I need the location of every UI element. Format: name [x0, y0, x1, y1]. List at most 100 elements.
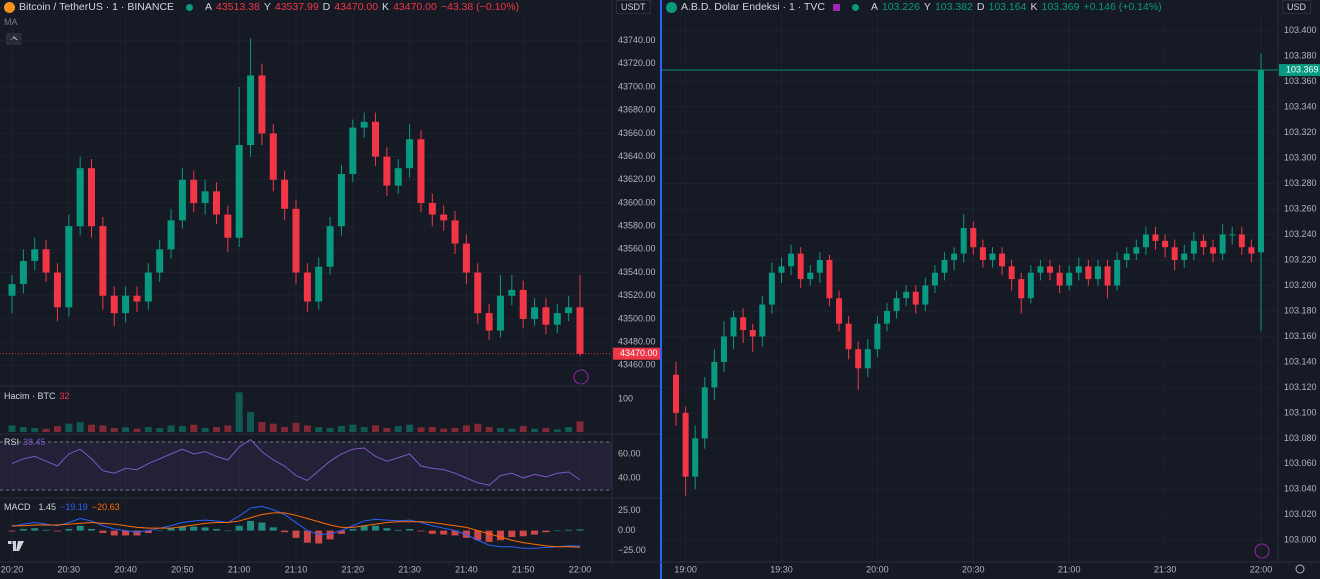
volume-bar — [190, 424, 198, 432]
macd-histogram-bar — [349, 528, 357, 531]
candle-body — [874, 323, 881, 350]
candle-body — [931, 272, 938, 286]
macd-line — [12, 512, 581, 548]
symbol-title[interactable]: A.B.D. Dolar Endeksi · 1 · TVC — [681, 1, 825, 13]
ohlc-key: Y — [923, 1, 931, 13]
candle-body — [110, 295, 118, 314]
volume-bar — [19, 427, 27, 432]
volume-bar — [337, 426, 345, 432]
last-price-tag — [1279, 64, 1320, 77]
status-dot — [186, 3, 194, 11]
volume-bar — [281, 427, 289, 432]
y-tick-label: 43600.00 — [618, 197, 656, 207]
candle-body — [1018, 279, 1025, 299]
collapse-button[interactable] — [6, 33, 22, 45]
ohlc-value: 43470.00 — [393, 1, 437, 13]
y-tick-label: 43520.00 — [618, 290, 656, 300]
y-tick-label: 43460.00 — [618, 360, 656, 370]
ohlc-key: Y — [263, 1, 271, 13]
candle-body — [178, 179, 186, 221]
macd-histogram-bar — [224, 530, 232, 532]
candle-body — [8, 284, 16, 296]
volume-bar — [519, 426, 527, 432]
volume-bar — [122, 427, 130, 432]
volume-bar — [235, 392, 243, 432]
candle-body — [768, 272, 775, 305]
volume-bar — [451, 428, 459, 432]
collapse-icon — [9, 36, 19, 42]
volume-bar — [553, 429, 561, 432]
macd-histogram-bar — [315, 530, 323, 544]
candle-body — [1248, 247, 1255, 254]
y-tick-label: 103.200 — [1284, 280, 1317, 290]
y-tick-label: 43560.00 — [618, 244, 656, 254]
macd-histogram-bar — [235, 525, 243, 531]
macd-histogram-bar — [496, 530, 504, 541]
volume-bar — [349, 424, 357, 432]
currency[interactable]: USDT — [616, 0, 651, 14]
status-dot — [851, 3, 859, 11]
macd-histogram-bar — [531, 530, 539, 535]
volume-bar — [65, 423, 73, 432]
candle-body — [88, 168, 96, 227]
macd-histogram-bar — [519, 530, 527, 537]
y-tick-label: 103.060 — [1284, 458, 1317, 468]
symbol-title[interactable]: Bitcoin / TetherUS · 1 · BINANCE — [19, 1, 175, 13]
candle-body — [1142, 234, 1149, 248]
y-tick-label: 103.300 — [1284, 152, 1317, 162]
candle-body — [451, 220, 459, 244]
candle-body — [1075, 266, 1082, 273]
macd-histogram-bar — [65, 528, 73, 531]
macd-histogram-bar — [394, 529, 402, 531]
macd-histogram-bar — [576, 529, 584, 531]
symbol-icon — [666, 1, 677, 13]
candle-body — [406, 139, 414, 169]
candle-body — [903, 291, 910, 299]
candle-body — [156, 249, 164, 273]
candle-body — [730, 317, 737, 337]
replay-icon[interactable] — [573, 369, 589, 385]
candle-body — [1219, 234, 1226, 254]
y-tick-label: 103.000 — [1284, 535, 1317, 545]
macd-histogram-bar — [428, 530, 436, 534]
candle-body — [19, 260, 27, 285]
y-tick-label: 103.040 — [1284, 484, 1317, 494]
macd-histogram-bar — [508, 530, 516, 538]
candle-body — [247, 75, 255, 146]
candle-body — [76, 168, 84, 227]
candle-body — [749, 330, 756, 337]
ohlc-value: 103.369 — [1041, 1, 1080, 13]
ohlc-key: A — [205, 1, 213, 13]
y-tick-label: 103.340 — [1284, 101, 1317, 111]
candle-body — [440, 214, 448, 221]
y-tick-label: 103.140 — [1284, 356, 1317, 366]
candle-body — [816, 259, 823, 273]
ma-label[interactable]: MA — [4, 17, 18, 27]
candle-body — [778, 266, 785, 273]
replay-icon[interactable] — [1254, 543, 1270, 559]
macd-histogram-bar — [178, 526, 186, 531]
y-tick-label: 103.360 — [1284, 76, 1317, 86]
macd-histogram-bar — [372, 525, 380, 531]
macd-histogram-bar — [485, 530, 493, 542]
left-header: Bitcoin / TetherUS · 1 · BINANCE A 43513.… — [4, 1, 519, 13]
candle-body — [496, 295, 504, 331]
candle-body — [337, 173, 345, 227]
volume-bar — [565, 427, 573, 432]
volume-bar — [110, 428, 118, 432]
x-tick-label: 20:40 — [114, 564, 137, 574]
volume-bar — [360, 427, 368, 432]
candle-body — [960, 228, 967, 254]
macd-histogram-bar — [292, 530, 300, 538]
ohlc-value: 43470.00 — [334, 1, 379, 13]
ohlc-key: A — [870, 1, 878, 13]
candle-body — [201, 191, 209, 203]
currency[interactable]: USD — [1282, 0, 1312, 14]
last-price-label: 103.369 — [1286, 64, 1319, 74]
y-tick-label: 43700.00 — [618, 81, 656, 91]
settings-icon[interactable] — [1295, 564, 1305, 574]
candle-body — [682, 412, 689, 477]
volume-bar — [99, 425, 107, 432]
candle-body — [99, 226, 107, 296]
y-tick-label: 100 — [618, 393, 633, 403]
